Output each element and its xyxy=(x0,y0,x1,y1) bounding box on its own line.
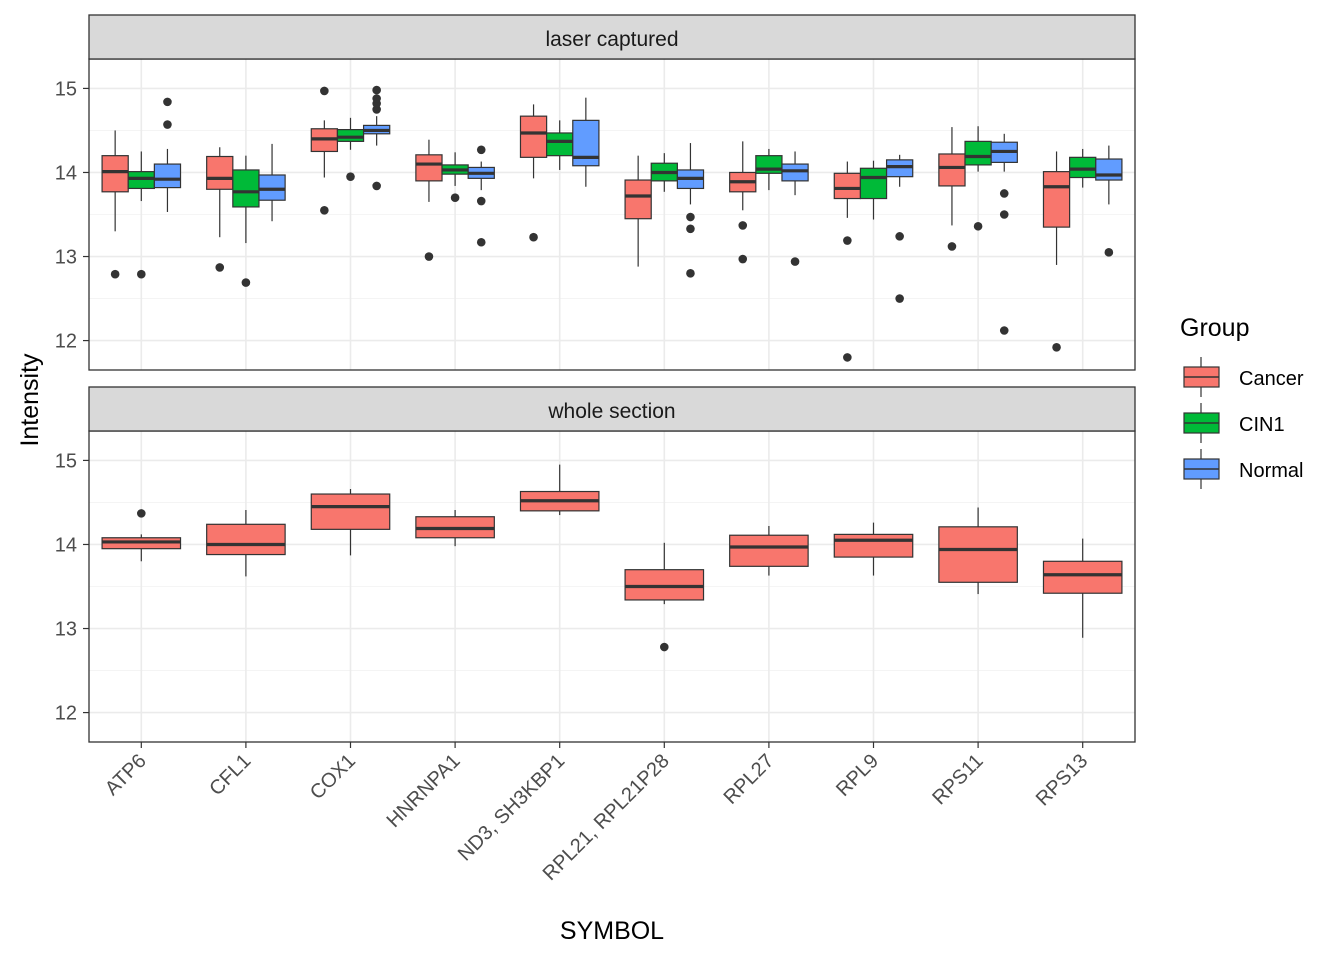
y-axis-ticks: 12 13 14 15 12 13 14 15 xyxy=(55,78,89,725)
x-tick-label: RPS11 xyxy=(928,750,987,809)
box-body xyxy=(310,493,391,530)
x-tick-label: RPL9 xyxy=(832,750,883,801)
box-body xyxy=(336,129,365,142)
outlier-point xyxy=(424,252,434,261)
box-body xyxy=(833,533,914,558)
outlier-point xyxy=(320,86,329,96)
outlier-point xyxy=(843,353,852,362)
box-body xyxy=(101,155,129,193)
outlier-point xyxy=(137,269,146,279)
outlier-point xyxy=(372,105,381,114)
box-body xyxy=(624,179,652,220)
y-tick-label: 13 xyxy=(55,619,77,641)
outlier-point xyxy=(372,181,381,191)
outlier-point xyxy=(660,642,669,652)
x-tick-label: COX1 xyxy=(306,750,360,804)
outlier-point xyxy=(163,120,172,129)
box-body xyxy=(781,163,809,182)
legend-title: Group xyxy=(1180,314,1249,342)
box-body xyxy=(153,163,182,189)
strip-whole-section xyxy=(88,386,1136,432)
box-body xyxy=(964,140,992,166)
box-body xyxy=(206,155,234,190)
box-body xyxy=(1095,158,1123,181)
outlier-point xyxy=(738,221,748,230)
x-tick-label: HNRNPA1 xyxy=(383,750,465,832)
outlier-point xyxy=(450,193,460,202)
y-tick-label: 12 xyxy=(55,703,77,725)
box-body xyxy=(624,569,705,601)
strip-label-laser-captured: laser captured xyxy=(545,28,678,51)
box-body xyxy=(206,523,286,556)
outlier-point xyxy=(686,212,695,222)
x-tick-label: ATP6 xyxy=(101,750,151,800)
box-body xyxy=(546,132,574,157)
outlier-point xyxy=(686,224,695,234)
outlier-point xyxy=(476,196,486,206)
strip-label-whole-section: whole section xyxy=(547,400,675,423)
box-body xyxy=(938,153,966,187)
x-tick-label: RPS13 xyxy=(1032,750,1092,810)
box-body xyxy=(258,174,286,201)
box-body xyxy=(127,171,155,190)
y-tick-label: 12 xyxy=(55,331,77,353)
outlier-point xyxy=(999,326,1009,335)
box-body xyxy=(232,169,260,208)
strip-laser-captured xyxy=(88,14,1136,60)
outlier-point xyxy=(476,145,486,155)
outlier-point xyxy=(738,254,748,264)
legend-label: CIN1 xyxy=(1239,414,1285,436)
legend: Group Cancer CIN1 Normal xyxy=(1180,314,1304,489)
box-body xyxy=(885,159,914,178)
outlier-point xyxy=(346,172,355,181)
outlier-point xyxy=(137,509,146,518)
x-tick-label: CFL1 xyxy=(205,750,255,800)
box-body xyxy=(519,115,548,158)
box-body xyxy=(833,172,862,200)
y-axis-title: Intensity xyxy=(16,353,44,447)
outlier-point xyxy=(999,189,1009,198)
outlier-point xyxy=(895,232,904,241)
outlier-point xyxy=(372,85,381,95)
outlier-point xyxy=(529,232,538,242)
outlier-point xyxy=(790,257,800,266)
legend-label: Normal xyxy=(1239,460,1303,482)
box-body xyxy=(859,167,888,200)
outlier-point xyxy=(686,269,695,278)
outlier-point xyxy=(215,263,225,272)
box-body xyxy=(1069,156,1097,179)
outlier-point xyxy=(241,278,251,287)
outlier-point xyxy=(1104,248,1114,257)
x-tick-label: RPL27 xyxy=(720,750,779,809)
outlier-point xyxy=(895,294,904,303)
outlier-point xyxy=(320,205,329,215)
y-tick-label: 15 xyxy=(55,78,77,100)
outlier-point xyxy=(999,210,1009,219)
outlier-point xyxy=(476,237,486,247)
outlier-point xyxy=(973,221,983,231)
legend-label: Cancer xyxy=(1239,368,1304,390)
x-axis-title: SYMBOL xyxy=(560,917,664,945)
outlier-point xyxy=(947,242,957,251)
x-tick-label: ND3, SH3KBP1 xyxy=(454,750,569,865)
box-body xyxy=(729,534,809,567)
outlier-point xyxy=(843,236,852,245)
y-tick-label: 14 xyxy=(55,534,77,556)
box-body xyxy=(1042,560,1123,594)
y-tick-label: 14 xyxy=(55,162,77,184)
y-tick-label: 13 xyxy=(55,247,77,269)
outlier-point xyxy=(110,269,120,279)
outlier-point xyxy=(372,94,381,103)
box-body xyxy=(415,154,443,182)
box-body xyxy=(938,526,1018,583)
box-body xyxy=(1042,171,1071,228)
y-tick-label: 15 xyxy=(55,450,77,472)
outlier-point xyxy=(1052,343,1061,352)
outlier-point xyxy=(163,97,172,107)
boxes xyxy=(101,85,1123,652)
